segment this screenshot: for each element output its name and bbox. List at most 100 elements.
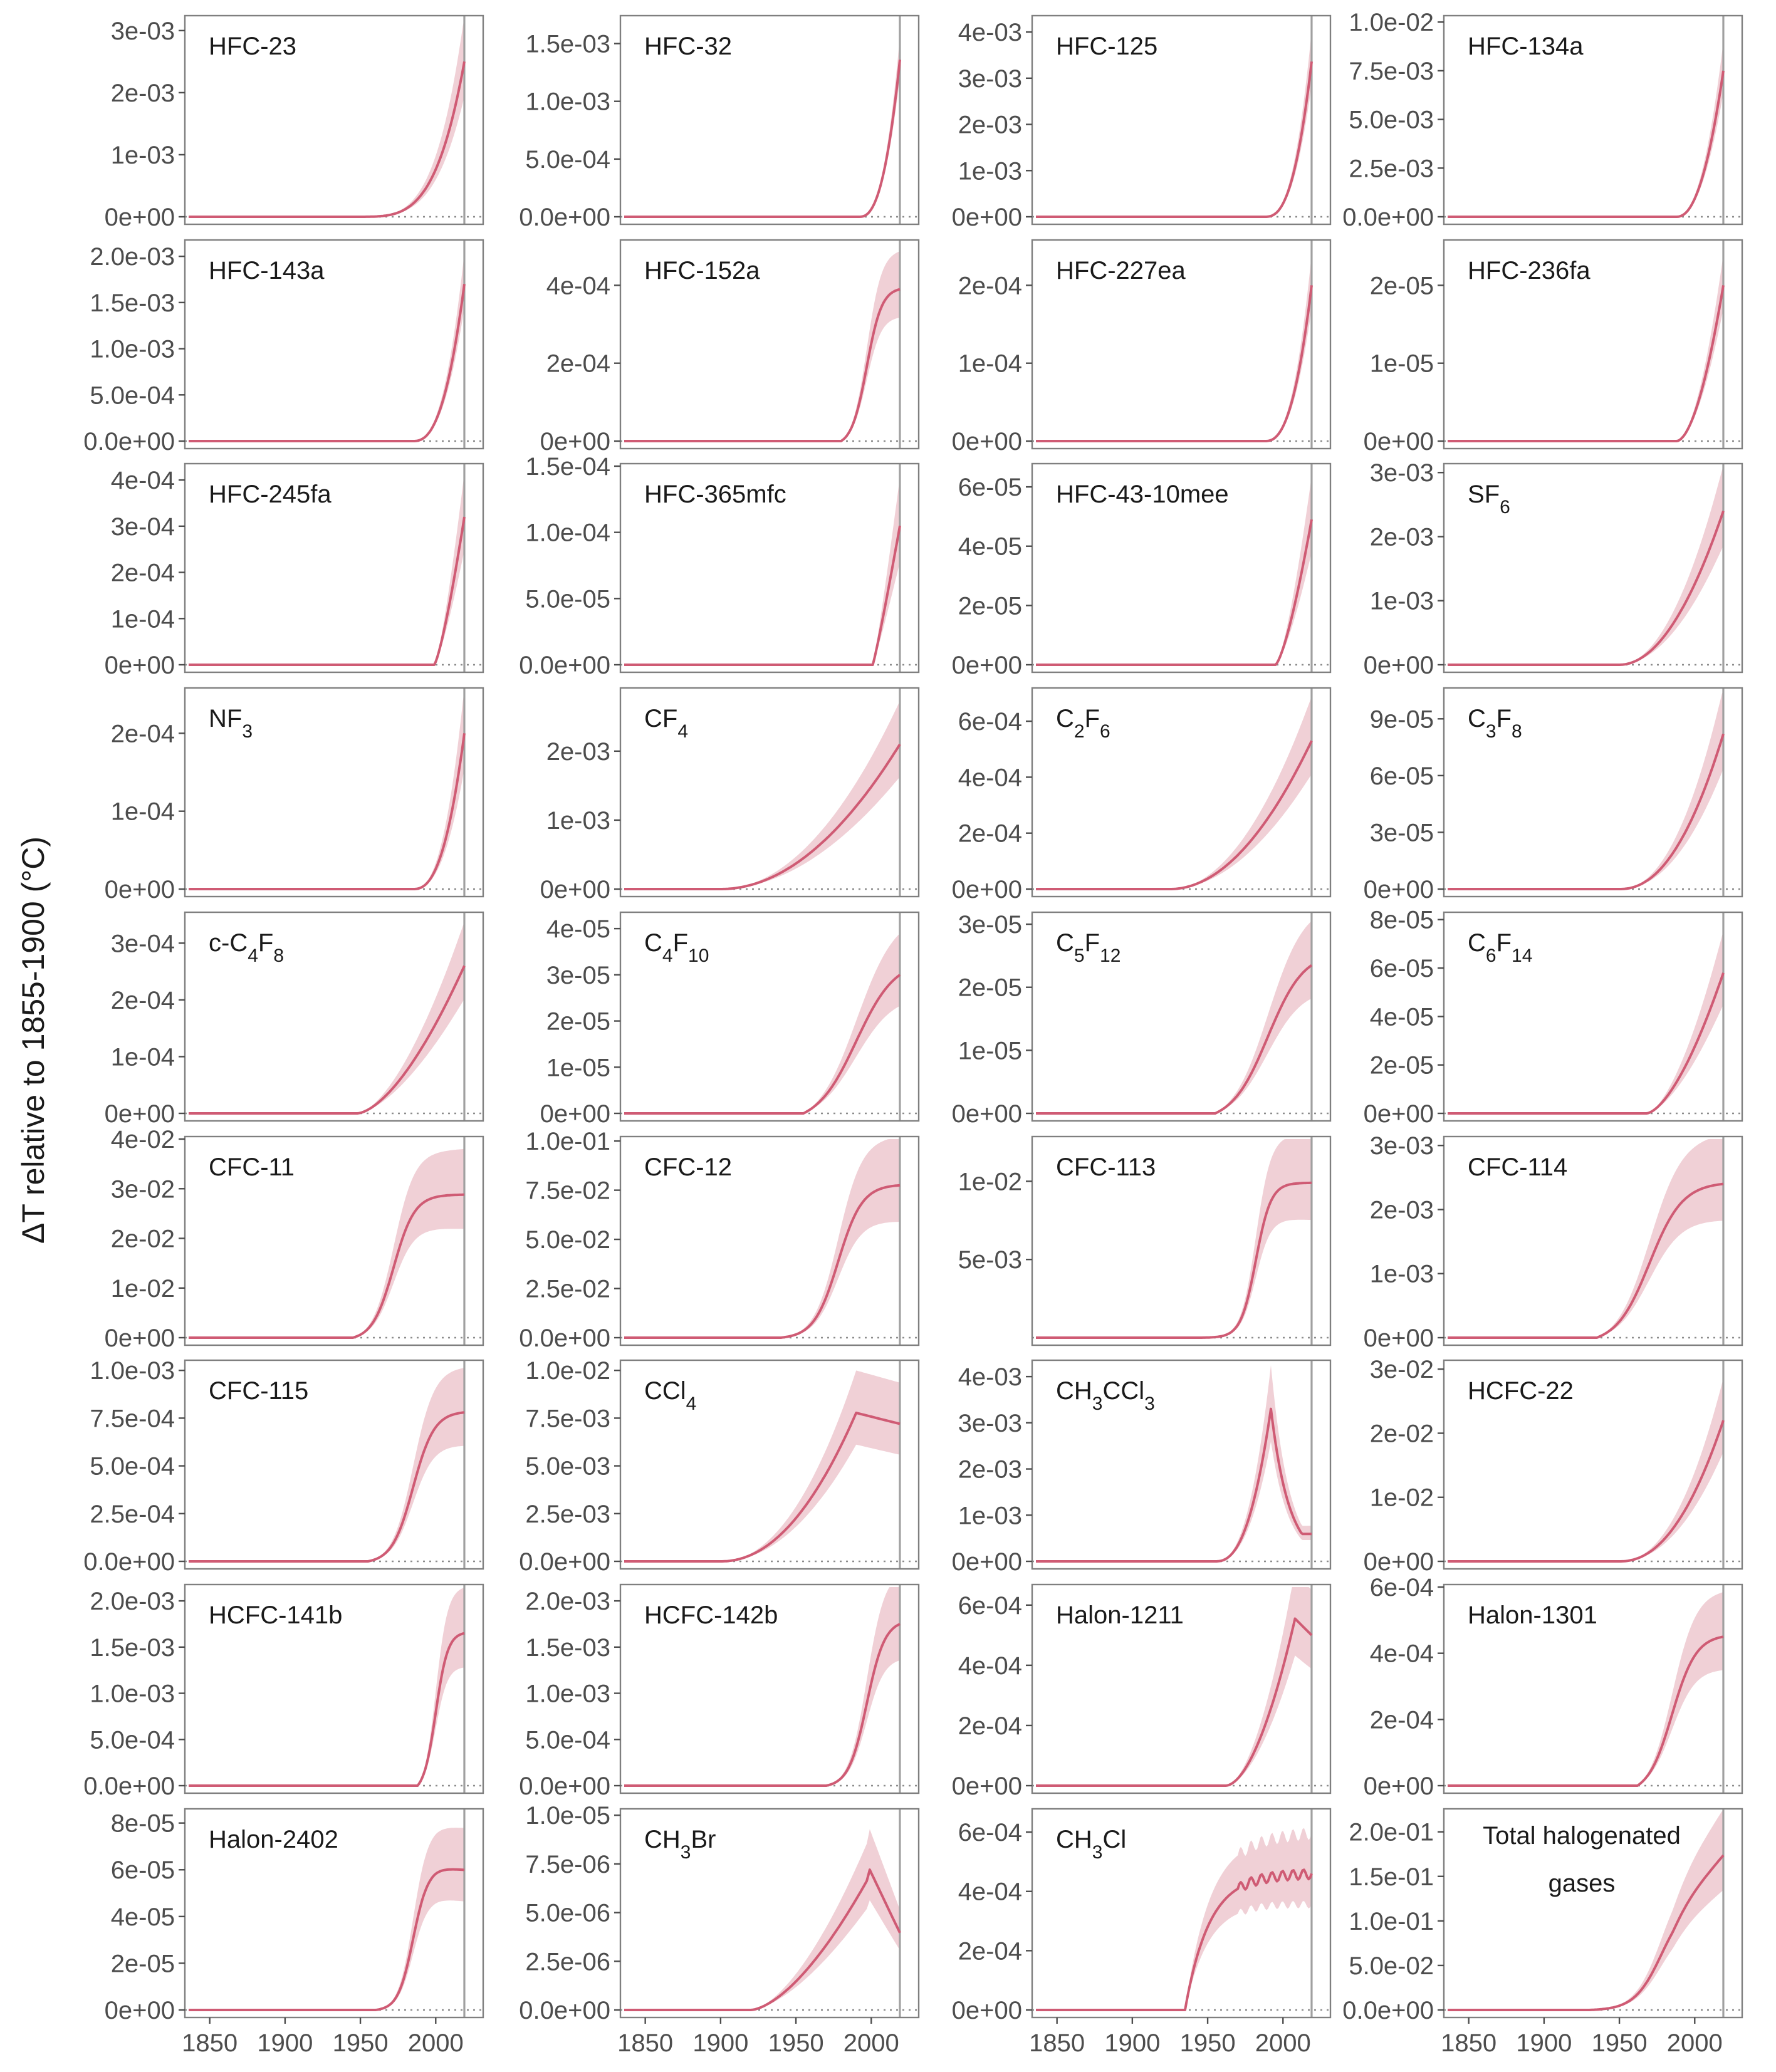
x-tick-label: 1900 — [1104, 2029, 1160, 2057]
y-tick-label: 5.0e-02 — [525, 1226, 610, 1254]
y-tick-label: 5.0e-06 — [525, 1900, 610, 1927]
y-tick-label: 2e-03 — [1370, 523, 1434, 551]
panel-frame — [619, 462, 920, 674]
y-tick-label: 1.0e-03 — [90, 1680, 175, 1708]
panel-title: Total halogenated gases — [1483, 1822, 1681, 1897]
x-tick-label: 1900 — [257, 2029, 313, 2057]
y-tick-label: 0e+00 — [105, 1997, 175, 2024]
y-tick-label: 2e-04 — [111, 560, 175, 587]
panel-title: C4F10 — [644, 929, 709, 966]
y-tick-label: 0e+00 — [1364, 428, 1434, 456]
y-tick-label: 2.5e-04 — [90, 1501, 175, 1528]
y-tick-label: 2e-03 — [1370, 1196, 1434, 1224]
panel: 0e+00 2e-04 4e-04 HFC-152a — [540, 239, 920, 456]
panel: 0e+00 1e-03 2e-03 3e-03 HFC-23 — [105, 14, 484, 231]
panel-frame — [184, 1359, 484, 1570]
y-tick-label: 4e-04 — [546, 272, 610, 299]
x-tick-label: 1950 — [333, 2029, 389, 2057]
central-estimate-line — [1448, 70, 1725, 218]
x-tick-label: 1850 — [1029, 2029, 1085, 2057]
y-tick-label: 1e-04 — [111, 798, 175, 826]
y-tick-label: 2.5e-02 — [525, 1276, 610, 1303]
y-tick-label: 1.0e-02 — [1349, 9, 1434, 36]
panel-title: HFC-125 — [1056, 33, 1157, 60]
panel-title: CFC-113 — [1056, 1153, 1156, 1181]
panel-frame — [1031, 14, 1332, 226]
y-tick-label: 0.0e+00 — [519, 1997, 610, 2024]
y-tick-label: 0e+00 — [105, 652, 175, 679]
y-tick-label: 4e-04 — [111, 467, 175, 494]
panel-title: HFC-227ea — [1056, 257, 1186, 284]
uncertainty-band — [1448, 1378, 1723, 1561]
panel: 0e+00 2e-05 4e-05 6e-05 8e-05 Halon-2402 1850 1… — [105, 1808, 484, 2057]
x-tick-label: 1950 — [768, 2029, 824, 2057]
y-tick-label: 5.0e-03 — [1349, 107, 1434, 134]
y-tick-label: 6e-05 — [1370, 955, 1434, 982]
y-tick-label: 0.0e+00 — [519, 204, 610, 231]
y-tick-label: 0e+00 — [952, 1100, 1022, 1128]
panel-title: HCFC-22 — [1468, 1377, 1574, 1405]
panel: 0e+00 1e-05 2e-05 3e-05 C5F12 — [952, 911, 1332, 1128]
central-estimate-line — [189, 1868, 465, 2011]
central-estimate-line — [1448, 1182, 1724, 1339]
x-tick-label: 2000 — [1255, 2029, 1311, 2057]
uncertainty-band — [1448, 41, 1723, 217]
central-estimate-line — [1036, 285, 1313, 442]
panel-frame — [184, 687, 484, 898]
central-estimate-line — [624, 1412, 901, 1563]
uncertainty-band — [189, 1368, 464, 1561]
y-tick-label: 4e-04 — [958, 1652, 1022, 1680]
central-estimate-line — [1036, 1181, 1312, 1339]
central-estimate-line — [1036, 1868, 1313, 2011]
y-tick-label: 5.0e-03 — [525, 1453, 610, 1481]
y-tick-label: 0e+00 — [540, 1100, 610, 1128]
panel: 0.0e+00 5.0e-04 1.0e-03 1.5e-03 2.0e-03 HCFC-… — [83, 1583, 484, 1800]
x-tick-label: 1850 — [182, 2029, 238, 2057]
y-tick-label: 5.0e-04 — [525, 146, 610, 174]
y-tick-label: 0.0e+00 — [519, 1773, 610, 1800]
y-tick-label: 2e-04 — [958, 1937, 1022, 1965]
y-tick-label: 3e-02 — [111, 1175, 175, 1203]
central-estimate-line — [189, 1632, 465, 1787]
panel-frame — [184, 1583, 484, 1794]
central-estimate-line — [624, 1623, 901, 1787]
y-tick-label: 1.5e-03 — [90, 1634, 175, 1662]
y-tick-label: 1e-04 — [111, 605, 175, 633]
panel: 0e+00 1e-04 2e-04 3e-04 c-C4F8 — [105, 911, 484, 1128]
panel: 0e+00 1e-03 2e-03 CF4 — [540, 687, 920, 903]
panel: 0e+00 2e-04 4e-04 6e-04 Halon-1301 — [1364, 1574, 1743, 1800]
panel: 0.0e+00 2.5e-03 5.0e-03 7.5e-03 1.0e-02 HFC-1… — [1342, 9, 1743, 231]
uncertainty-band — [1036, 1139, 1312, 1338]
panel: 0e+00 2e-05 4e-05 6e-05 8e-05 C6F14 — [1364, 907, 1743, 1128]
y-tick-label: 1e-05 — [546, 1054, 610, 1081]
y-tick-label: 1e-02 — [958, 1168, 1022, 1195]
panel-title: CF4 — [644, 705, 688, 742]
panel-frame — [184, 14, 484, 226]
y-tick-label: 0e+00 — [105, 1100, 175, 1128]
y-tick-label: 0e+00 — [105, 204, 175, 231]
uncertainty-band — [189, 1148, 464, 1338]
y-tick-label: 2e-05 — [1370, 272, 1434, 299]
panel-frame — [184, 1135, 484, 1346]
central-estimate-line — [189, 61, 466, 218]
central-estimate-line — [624, 288, 901, 442]
x-tick-label: 1950 — [1180, 2029, 1236, 2057]
panel: 0.0e+00 5.0e-04 1.0e-03 1.5e-03 HFC-32 — [519, 14, 920, 231]
central-estimate-line — [1448, 972, 1725, 1115]
panel-title: CCl4 — [644, 1377, 696, 1414]
y-tick-label: 3e-03 — [111, 18, 175, 45]
y-tick-label: 0e+00 — [1364, 1548, 1434, 1576]
y-tick-label: 4e-03 — [958, 1363, 1022, 1391]
central-estimate-line — [1448, 285, 1725, 442]
y-tick-label: 3e-02 — [1370, 1356, 1434, 1383]
panel-title: NF3 — [209, 705, 253, 742]
panel-title: HFC-152a — [644, 257, 760, 284]
panel-title: c-C4F8 — [209, 929, 284, 966]
y-tick-label: 6e-05 — [958, 474, 1022, 501]
x-tick-label: 1950 — [1592, 2029, 1648, 2057]
y-tick-label: 2e-05 — [958, 592, 1022, 620]
y-tick-label: 2e-02 — [1370, 1420, 1434, 1447]
central-estimate-line — [624, 60, 901, 218]
y-tick-label: 2.5e-06 — [525, 1948, 610, 1976]
y-tick-label: 1e-03 — [111, 142, 175, 169]
